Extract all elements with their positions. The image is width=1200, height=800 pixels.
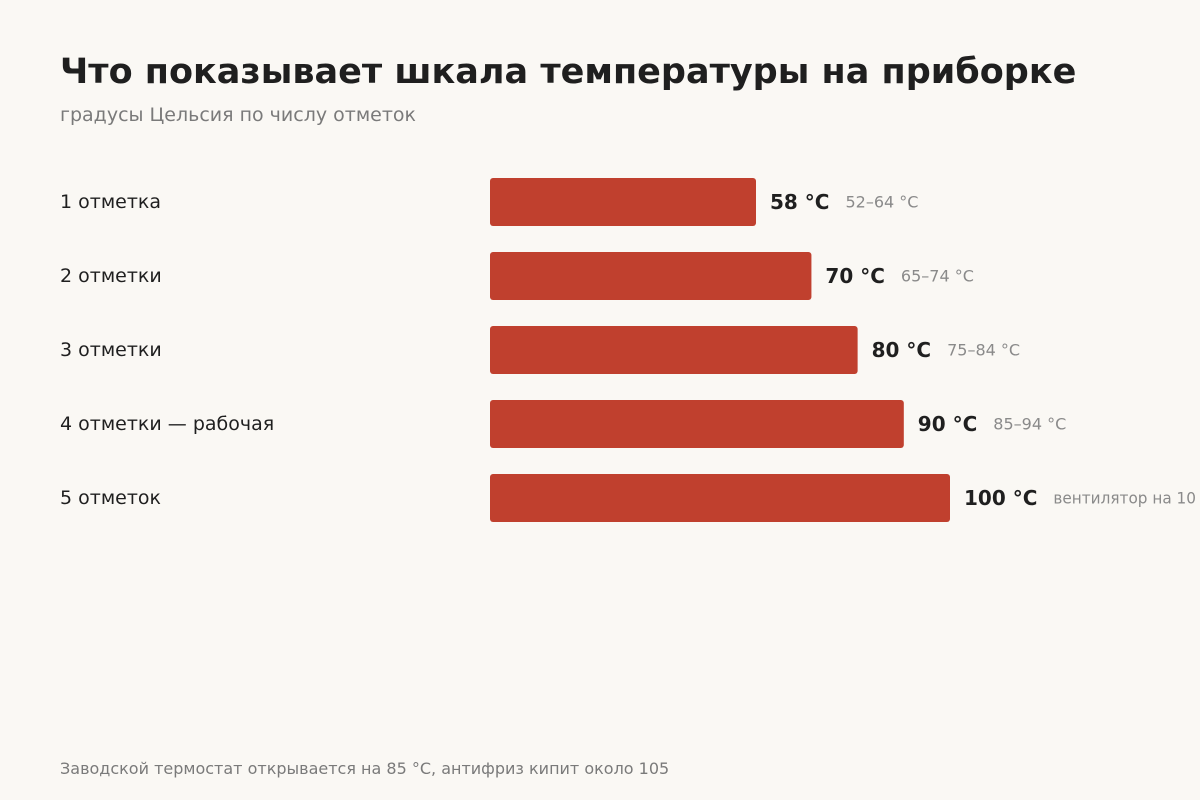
bar: [490, 326, 858, 374]
bar: [490, 400, 904, 448]
bar-row: 2 отметки 70 °C 65–74 °C: [60, 252, 974, 300]
value-label: 58 °C: [770, 190, 829, 214]
value-label: 70 °C: [825, 264, 884, 288]
bar-row: 4 отметки — рабочая 90 °C 85–94 °C: [60, 400, 1066, 448]
value-label: 100 °C: [964, 486, 1037, 510]
chart-subtitle: градусы Цельсия по числу отметок: [60, 104, 417, 126]
bar-row: 1 отметка 58 °C 52–64 °C: [60, 178, 918, 226]
range-note: 65–74 °C: [901, 267, 974, 286]
category-label: 4 отметки — рабочая: [60, 413, 274, 435]
value-label: 90 °C: [918, 412, 977, 436]
chart-title: Что показывает шкала температуры на приб…: [60, 52, 1077, 92]
category-label: 3 отметки: [60, 339, 162, 361]
value-label: 80 °C: [872, 338, 931, 362]
range-note: 52–64 °C: [845, 193, 918, 212]
category-label: 5 отметок: [60, 487, 161, 509]
range-note: 85–94 °C: [993, 415, 1066, 434]
range-note: вентилятор на 10: [1053, 489, 1196, 508]
footnote: Заводской термостат открывается на 85 °C…: [60, 759, 670, 778]
bar-row: 5 отметок 100 °C вентилятор на 10: [60, 474, 1196, 522]
bar-row: 3 отметки 80 °C 75–84 °C: [60, 326, 1020, 374]
category-label: 2 отметки: [60, 265, 162, 287]
bar: [490, 252, 812, 300]
bar: [490, 474, 950, 522]
range-note: 75–84 °C: [947, 341, 1020, 360]
category-label: 1 отметка: [60, 191, 161, 213]
bar: [490, 178, 756, 226]
